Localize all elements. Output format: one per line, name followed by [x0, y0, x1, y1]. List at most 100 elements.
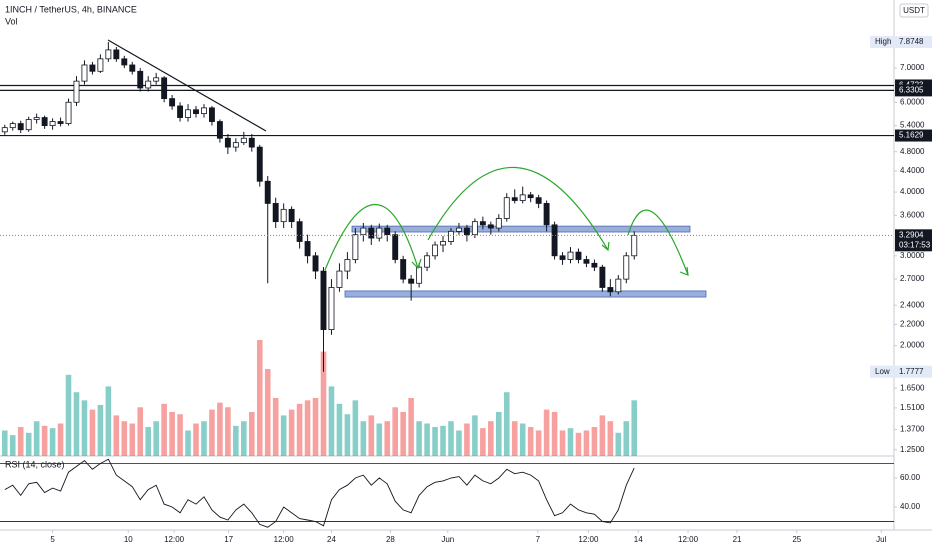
level-label-box	[895, 84, 932, 97]
candle-body	[17, 123, 24, 131]
volume-bar	[448, 421, 454, 456]
y-tick-label: 1.6500	[900, 383, 925, 392]
volume-bar	[161, 403, 167, 456]
arrow-head	[679, 266, 689, 276]
candle-body	[320, 270, 327, 330]
currency[interactable]: USDT	[903, 6, 925, 15]
volume-bar	[129, 423, 136, 456]
volume-bar	[225, 407, 231, 456]
candle-body	[623, 255, 630, 280]
volume-bar	[416, 421, 422, 456]
volume-bar	[81, 400, 88, 456]
volume-bar	[33, 421, 40, 456]
volume-bar	[201, 421, 207, 456]
candle-body	[97, 58, 104, 72]
level-label: 6.3305	[899, 85, 924, 94]
candle-body	[121, 58, 128, 66]
volume-bar	[623, 421, 630, 456]
x-tick-label: 14	[634, 535, 643, 544]
candle-body	[248, 137, 255, 148]
rsi-line	[4, 458, 635, 528]
candle-body	[567, 251, 574, 260]
volume-bar	[519, 423, 526, 456]
volume-bar	[615, 432, 622, 456]
volume-bar	[137, 407, 144, 456]
candle-body	[527, 194, 534, 199]
x-tick-label: 21	[733, 535, 742, 544]
candle-body	[503, 197, 510, 219]
volume-bar	[185, 430, 191, 456]
candle-body	[575, 251, 582, 260]
volume-bar	[209, 409, 215, 456]
candle-body	[185, 109, 191, 118]
volume-bar	[511, 421, 518, 456]
volume-bar	[583, 430, 590, 456]
volume-bar	[241, 421, 247, 456]
candle-body	[408, 278, 415, 284]
currency-box[interactable]	[899, 3, 929, 18]
volume-bar	[336, 403, 343, 456]
volume-bar	[145, 427, 151, 456]
candle-body	[360, 227, 367, 236]
volume-bar	[169, 411, 175, 456]
arrow-head	[411, 258, 422, 270]
volume-bar	[248, 411, 255, 456]
volume-bar	[65, 374, 72, 456]
candle-body	[352, 234, 359, 260]
candle-body	[615, 278, 622, 293]
candle-body	[81, 64, 88, 82]
candle-body	[583, 259, 590, 264]
volume-bar	[591, 427, 598, 456]
candle-body	[559, 255, 566, 260]
candle-body	[424, 255, 431, 268]
y-tick-label: 2.7000	[900, 274, 925, 283]
candle-body	[463, 227, 470, 236]
candle-body	[440, 241, 446, 246]
candle-body	[631, 234, 638, 257]
low-value: 1.7777	[899, 367, 924, 376]
volume-bar	[49, 428, 56, 456]
chart-title: 1INCH / TetherUS, 4h, BINANCE	[5, 4, 137, 14]
high-box	[870, 36, 932, 49]
candle-body	[1, 127, 8, 133]
candle-body	[272, 203, 279, 223]
candle-body	[153, 77, 160, 82]
volume-bar	[631, 400, 638, 456]
volume-bar	[105, 386, 112, 456]
candle-body	[591, 262, 598, 268]
volume-bar	[480, 428, 486, 456]
candle-body	[296, 221, 303, 242]
volume-bar	[432, 427, 438, 456]
x-tick-label: 12:00	[578, 535, 599, 544]
candle-body	[543, 203, 550, 226]
pattern-arrow	[627, 209, 689, 276]
volume-bar	[217, 402, 223, 456]
candle-body	[312, 255, 319, 272]
candle-body	[240, 137, 247, 144]
candle-body	[376, 227, 383, 239]
y-tick-label: 4.0000	[900, 187, 925, 196]
x-tick-label: 12:00	[678, 535, 699, 544]
candle-body	[599, 266, 606, 288]
x-tick-label: 7	[536, 535, 541, 544]
volume-bar	[368, 415, 375, 456]
candle-body	[551, 224, 558, 257]
volume-bar	[312, 398, 319, 456]
volume-bar	[607, 421, 614, 456]
volume-bar	[121, 421, 128, 456]
volume-bar	[113, 415, 120, 456]
y-tick-label: 5.4000	[900, 121, 925, 130]
volume-bar	[1, 430, 8, 456]
y-tick-label: 1.2500	[900, 445, 925, 454]
x-tick-label: 5	[50, 535, 55, 544]
low-box	[870, 365, 932, 378]
volume-bar	[496, 411, 502, 456]
volume-bar	[97, 404, 104, 456]
volume-bar	[551, 411, 558, 456]
candle-body	[487, 224, 494, 229]
candle-body	[264, 180, 271, 204]
x-tick-label: Jul	[876, 535, 886, 544]
x-tick-label: 12:00	[164, 535, 185, 544]
x-tick-label: 25	[792, 535, 801, 544]
